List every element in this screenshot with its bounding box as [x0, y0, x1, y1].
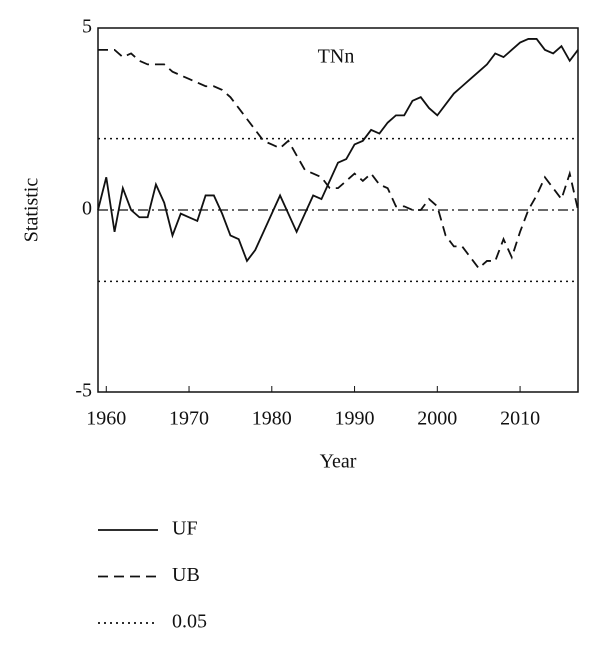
legend-label: UF — [172, 518, 198, 540]
series-line — [97, 38, 579, 263]
series-line — [98, 48, 579, 270]
x-tick-label: 1960 — [86, 408, 126, 430]
x-tick-label: 1970 — [169, 408, 209, 430]
x-tick-label: 2000 — [417, 408, 457, 430]
x-tick-label: 2010 — [500, 408, 540, 430]
y-tick-label: 5 — [82, 16, 92, 38]
y-tick-label: -5 — [75, 380, 92, 402]
legend-label: UB — [172, 564, 200, 586]
x-tick-label: 1990 — [335, 408, 375, 430]
legend-label: 0.05 — [172, 611, 207, 633]
x-tick-label: 1980 — [252, 408, 292, 430]
annotation: TNn — [318, 46, 355, 68]
x-axis-label: Year — [320, 451, 357, 473]
y-axis-label: Statistic — [21, 178, 43, 243]
y-tick-label: 0 — [82, 198, 92, 220]
